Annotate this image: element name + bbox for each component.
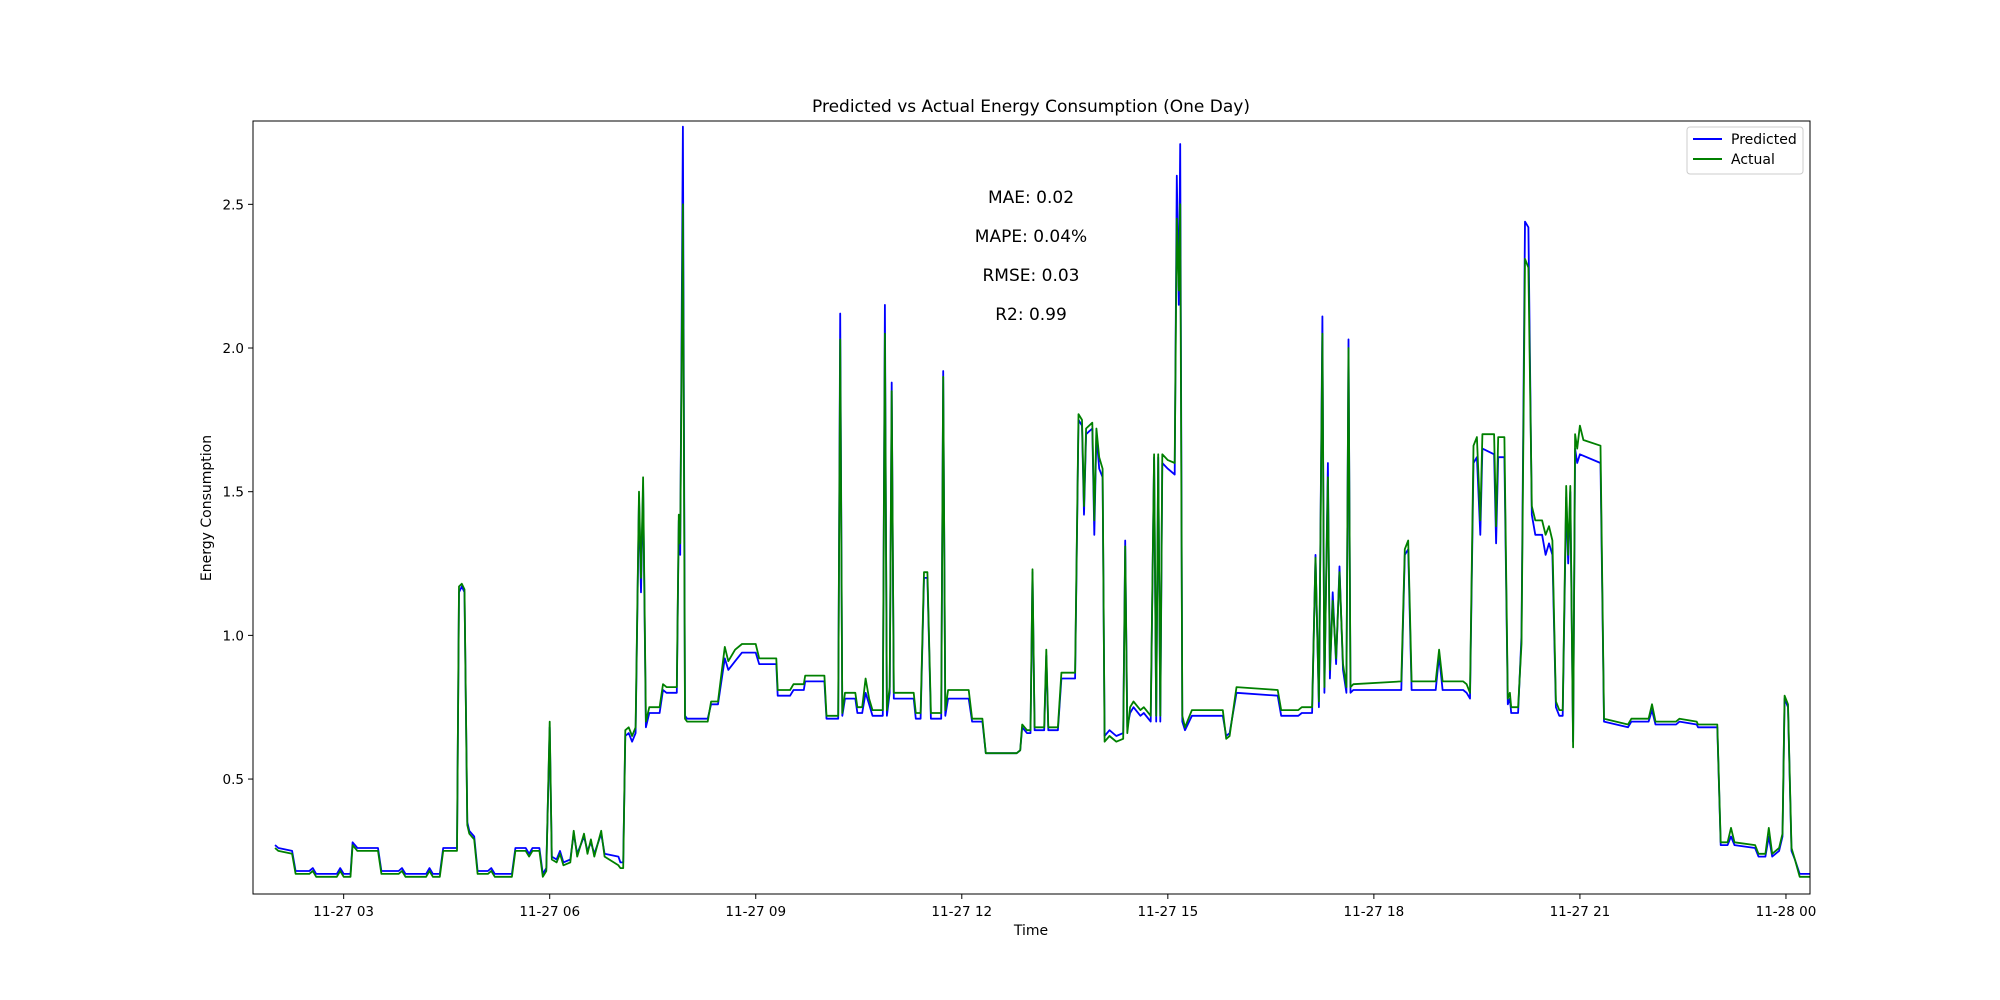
metric-r2: R2: 0.99 xyxy=(995,305,1067,325)
y-tick-label-1: 1.0 xyxy=(223,628,244,644)
y-tick-label-4: 2.5 xyxy=(223,197,244,213)
x-tick-label-1: 11-27 06 xyxy=(519,904,580,920)
y-axis-ticks: 0.5 1.0 1.5 2.0 2.5 xyxy=(223,197,253,788)
chart-title: Predicted vs Actual Energy Consumption (… xyxy=(812,97,1250,117)
legend-label-actual: Actual xyxy=(1731,152,1775,168)
y-axis-label: Energy Consumption xyxy=(199,435,215,581)
legend: Predicted Actual xyxy=(1686,126,1804,175)
series-line-actual xyxy=(274,203,1810,878)
x-tick-label-0: 11-27 03 xyxy=(313,904,374,920)
metric-mae: MAE: 0.02 xyxy=(988,188,1074,208)
metric-rmse: RMSE: 0.03 xyxy=(983,266,1080,286)
x-tick-label-5: 11-27 18 xyxy=(1344,904,1405,920)
metrics-annotation: MAE: 0.02 MAPE: 0.04% RMSE: 0.03 R2: 0.9… xyxy=(975,188,1087,325)
y-tick-label-0: 0.5 xyxy=(223,772,244,788)
x-tick-label-7: 11-28 00 xyxy=(1756,904,1817,920)
x-tick-label-6: 11-27 21 xyxy=(1550,904,1611,920)
x-tick-label-2: 11-27 09 xyxy=(725,904,786,920)
x-tick-label-3: 11-27 12 xyxy=(931,904,992,920)
y-tick-label-2: 1.5 xyxy=(223,485,244,501)
x-axis-label: Time xyxy=(1013,923,1048,939)
series-layer xyxy=(274,125,1810,878)
x-tick-label-4: 11-27 15 xyxy=(1137,904,1198,920)
legend-label-predicted: Predicted xyxy=(1731,132,1797,148)
x-axis-ticks: 11-27 03 11-27 06 11-27 09 11-27 12 11-27 15… xyxy=(313,894,1816,920)
plot-frame xyxy=(252,120,1811,895)
metric-mape: MAPE: 0.04% xyxy=(975,227,1087,247)
y-tick-label-3: 2.0 xyxy=(223,341,244,357)
